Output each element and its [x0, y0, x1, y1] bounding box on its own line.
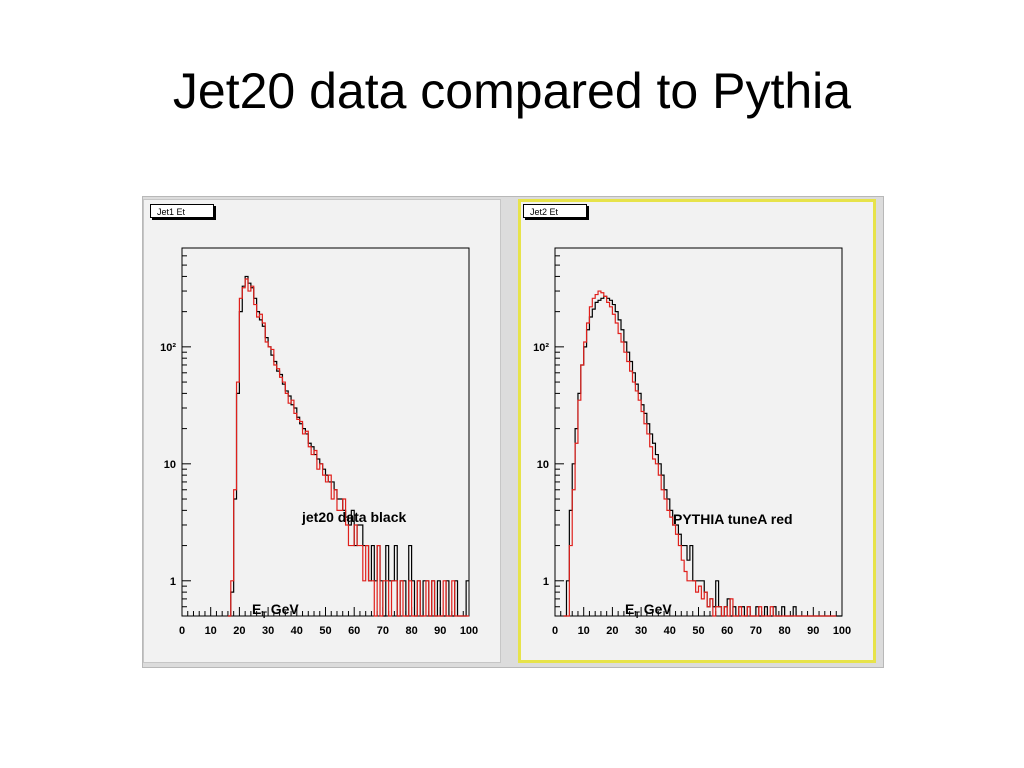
pad-jet2-et[interactable]: Jet2 Et 0 10 20 30 40 50 60 70 80 90 100 1 10 10² PYTH… — [518, 199, 876, 663]
x-tick-label: 10 — [578, 625, 590, 637]
x-tick-label: 20 — [606, 625, 618, 637]
plot-frame — [181, 247, 470, 617]
x-axis-label: ET GeV — [252, 601, 299, 620]
x-tick-label: 30 — [635, 625, 647, 637]
plot-frame — [554, 247, 843, 617]
x-tick-label: 60 — [348, 625, 360, 637]
x-tick-label: 50 — [319, 625, 331, 637]
x-tick-label: 100 — [833, 625, 851, 637]
y-tick-label: 10² — [533, 342, 549, 354]
series-black — [563, 295, 842, 617]
pad-title-jet2-et[interactable]: Jet2 Et — [523, 204, 587, 218]
x-tick-label: 40 — [664, 625, 676, 637]
series-red — [227, 278, 469, 617]
x-tick-label: 70 — [750, 625, 762, 637]
pad-title-jet1-et[interactable]: Jet1 Et — [150, 204, 214, 218]
x-tick-label: 90 — [807, 625, 819, 637]
x-tick-label: 40 — [291, 625, 303, 637]
y-tick-label: 10 — [164, 459, 176, 471]
x-tick-label: 90 — [434, 625, 446, 637]
x-tick-label: 0 — [552, 625, 558, 637]
x-axis-label: ET GeV — [625, 601, 672, 620]
y-tick-label: 1 — [543, 576, 549, 588]
x-tick-label: 80 — [778, 625, 790, 637]
x-tick-label: 30 — [262, 625, 274, 637]
x-tick-label: 100 — [460, 625, 478, 637]
x-tick-label: 80 — [405, 625, 417, 637]
x-tick-label: 60 — [721, 625, 733, 637]
x-tick-label: 20 — [233, 625, 245, 637]
y-tick-label: 10² — [160, 342, 176, 354]
y-tick-label: 1 — [170, 576, 176, 588]
x-tick-label: 0 — [179, 625, 185, 637]
x-tick-label: 50 — [692, 625, 704, 637]
y-tick-label: 10 — [537, 459, 549, 471]
legend-annotation: jet20 data black — [301, 509, 406, 525]
pad-jet1-et[interactable]: Jet1 Et 0 10 20 30 40 50 60 70 80 90 100 1 10 10² jet2… — [143, 199, 501, 663]
series-black — [227, 275, 469, 617]
x-tick-label: 10 — [205, 625, 217, 637]
legend-annotation: PYTHIA tuneA red — [673, 511, 793, 527]
series-red — [563, 290, 837, 617]
x-tick-label: 70 — [377, 625, 389, 637]
slide-title: Jet20 data compared to Pythia — [172, 63, 852, 119]
